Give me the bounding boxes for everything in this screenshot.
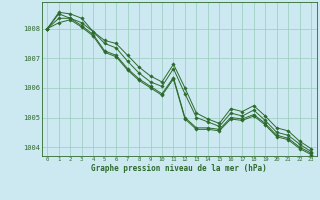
X-axis label: Graphe pression niveau de la mer (hPa): Graphe pression niveau de la mer (hPa) bbox=[91, 164, 267, 173]
